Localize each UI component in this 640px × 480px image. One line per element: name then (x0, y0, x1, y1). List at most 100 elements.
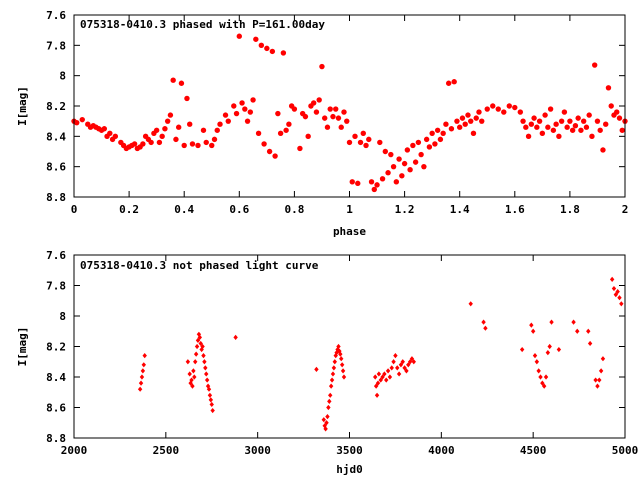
data-point (470, 130, 477, 136)
data-point (600, 356, 606, 362)
data-point (545, 350, 551, 356)
data-point (197, 334, 203, 340)
y-tick-label: 7.8 (46, 280, 66, 293)
data-point (283, 127, 289, 133)
data-point (385, 368, 391, 374)
data-point (184, 95, 190, 102)
data-point (187, 371, 192, 377)
data-point (445, 80, 452, 86)
data-point (141, 362, 146, 368)
data-point (193, 351, 199, 357)
data-point (538, 374, 543, 380)
data-point (523, 124, 529, 130)
data-point (137, 386, 143, 392)
data-point (305, 133, 311, 140)
data-point (597, 127, 603, 133)
plot-title: 075318-0410.3 phased with P=161.00day (80, 18, 325, 31)
data-point (421, 163, 427, 170)
data-point (341, 374, 347, 380)
data-point (402, 365, 407, 371)
data-point (272, 153, 278, 159)
y-tick-label: 8.6 (46, 402, 66, 415)
x-tick-label: 4000 (428, 444, 455, 457)
data-point (617, 295, 622, 301)
data-point (412, 159, 419, 165)
data-point (484, 106, 490, 112)
x-tick-label: 1.2 (395, 203, 415, 216)
data-point (328, 383, 334, 389)
data-point (443, 121, 449, 127)
data-point (323, 426, 328, 432)
x-tick-label: 5000 (612, 444, 639, 457)
data-point (173, 136, 179, 143)
data-point (258, 42, 265, 49)
data-point (374, 182, 380, 188)
data-point (324, 420, 329, 426)
data-point (462, 121, 468, 127)
data-point (206, 386, 212, 392)
data-point (325, 414, 330, 420)
data-point (593, 377, 598, 383)
data-point (377, 139, 383, 146)
data-point (410, 142, 416, 149)
data-point (352, 133, 358, 140)
data-point (222, 112, 229, 118)
data-point (139, 374, 145, 380)
data-point (247, 109, 254, 115)
data-point (189, 141, 196, 147)
x-tick-label: 4500 (520, 444, 547, 457)
data-point (253, 36, 259, 42)
data-point (326, 404, 331, 411)
x-axis-label: phase (333, 225, 366, 238)
y-tick-label: 8.8 (46, 432, 66, 445)
data-point (329, 377, 335, 383)
data-point (349, 179, 355, 185)
data-point (586, 328, 591, 334)
data-point (603, 121, 609, 127)
data-point (415, 139, 422, 146)
data-point (233, 334, 238, 340)
data-point (429, 130, 435, 136)
data-point (203, 139, 209, 146)
data-point (380, 374, 385, 380)
data-point (398, 362, 404, 368)
data-point (531, 115, 537, 121)
data-point (379, 176, 386, 182)
data-point (600, 147, 606, 153)
data-point (519, 346, 525, 353)
x-tick-label: 0.8 (284, 203, 304, 216)
data-point (587, 340, 593, 347)
data-point (418, 151, 424, 158)
data-point (138, 380, 144, 386)
data-point (547, 106, 554, 112)
data-point (530, 328, 536, 334)
data-point (389, 365, 394, 371)
y-tick-label: 7.8 (46, 39, 66, 52)
x-tick-label: 1.6 (505, 203, 525, 216)
data-point (558, 118, 565, 124)
data-point (616, 115, 623, 121)
data-point (341, 109, 347, 115)
plot-frame (73, 14, 626, 198)
data-point (131, 141, 138, 147)
data-point (571, 319, 576, 325)
data-point (189, 377, 194, 383)
data-point (542, 112, 548, 118)
data-point (209, 401, 214, 408)
data-point (192, 374, 197, 380)
data-point (250, 97, 256, 103)
data-point (162, 126, 168, 132)
data-point (188, 380, 193, 386)
data-point (338, 351, 343, 357)
data-point (164, 118, 171, 124)
data-point (181, 142, 187, 149)
data-point (609, 276, 615, 282)
data-point (159, 133, 165, 140)
data-point (434, 127, 441, 133)
x-tick-label: 3500 (336, 444, 363, 457)
data-point (324, 124, 331, 130)
data-point (615, 289, 620, 295)
x-tick-label: 0.4 (174, 203, 194, 216)
data-point (534, 124, 540, 130)
data-point (395, 365, 400, 371)
